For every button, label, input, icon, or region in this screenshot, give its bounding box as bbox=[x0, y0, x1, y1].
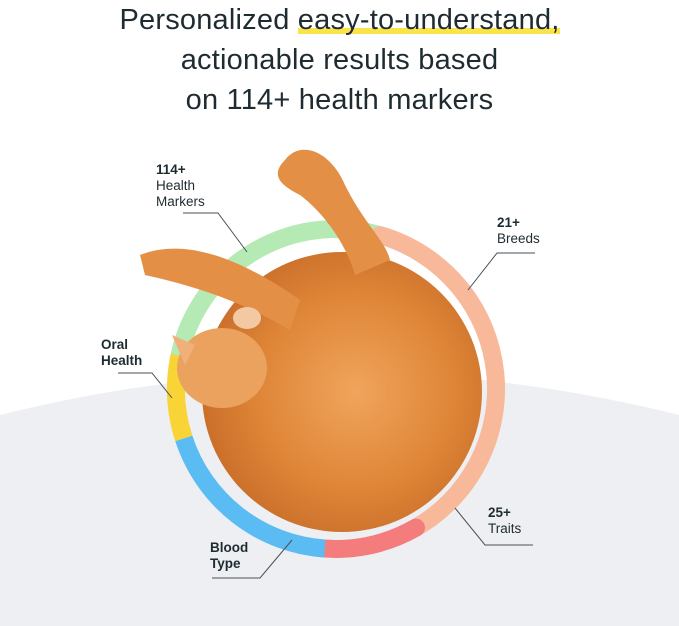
headline: Personalized easy-to-understand, actiona… bbox=[0, 0, 679, 120]
label-traits: 25+ Traits bbox=[488, 505, 521, 537]
traits-count: 25+ bbox=[488, 505, 511, 520]
leader-line-blood-type bbox=[212, 539, 293, 579]
ring-segment-blood-type bbox=[175, 435, 326, 558]
label-blood-type: Blood Type bbox=[210, 540, 248, 572]
headline-line-2: actionable results based bbox=[180, 44, 499, 76]
leader-line-traits bbox=[454, 507, 533, 546]
headline-line-3: on 114+ health markers bbox=[185, 84, 494, 116]
cat-image bbox=[140, 149, 482, 532]
leader-line-breeds bbox=[467, 252, 535, 291]
oral-health-line-1: Oral bbox=[101, 337, 129, 352]
health-markers-text-2: Markers bbox=[156, 194, 205, 209]
breeds-count: 21+ bbox=[497, 215, 520, 230]
ring-segment-breeds bbox=[371, 226, 506, 540]
headline-highlight: easy-to-understand, bbox=[297, 4, 560, 36]
leader-lines bbox=[118, 212, 535, 579]
health-markers-count: 114+ bbox=[156, 162, 186, 177]
oral-health-line-2: Health bbox=[101, 353, 143, 368]
leader-line-oral-health bbox=[118, 372, 173, 399]
label-oral-health: Oral Health bbox=[101, 337, 142, 369]
headline-text: Personalized bbox=[119, 4, 298, 36]
traits-text: Traits bbox=[488, 521, 522, 536]
blood-type-line-1: Blood bbox=[210, 540, 249, 555]
label-breeds: 21+ Breeds bbox=[497, 215, 540, 247]
breeds-text: Breeds bbox=[497, 231, 540, 246]
headline-line-1: Personalized easy-to-understand, bbox=[0, 0, 679, 40]
health-markers-text: Health bbox=[156, 178, 196, 193]
label-health-markers: 114+ Health Markers bbox=[156, 162, 205, 210]
leader-line-health-markers bbox=[183, 212, 248, 253]
blood-type-line-2: Type bbox=[210, 556, 241, 571]
ring-segment-traits bbox=[304, 518, 425, 558]
